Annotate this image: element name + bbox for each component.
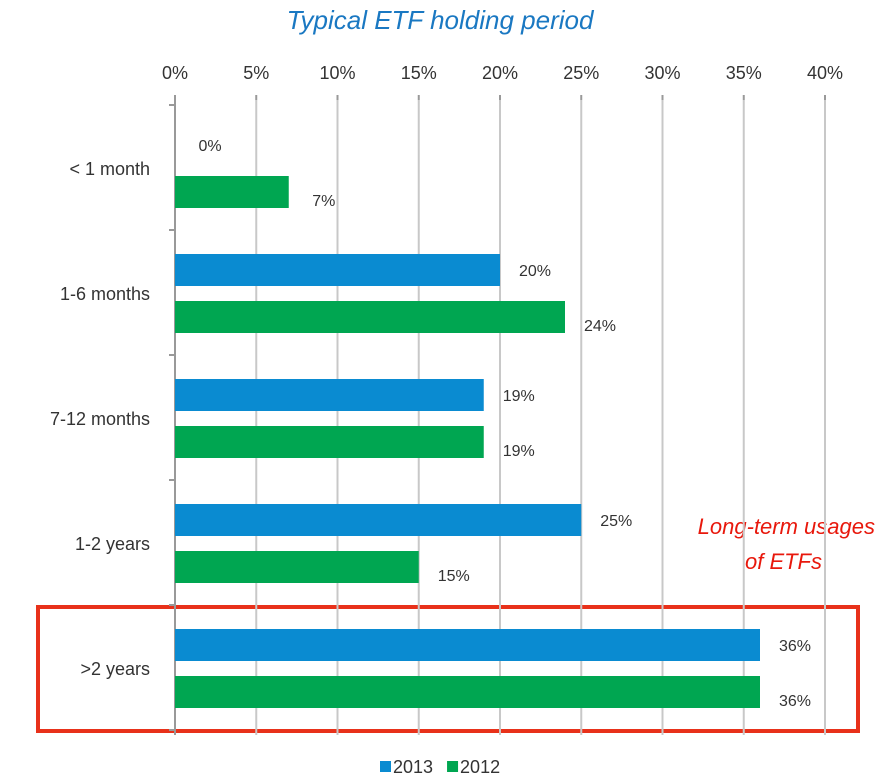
data-label: 19%	[503, 388, 535, 405]
data-label: 0%	[198, 138, 221, 155]
data-label: 15%	[438, 568, 470, 585]
bar	[175, 676, 760, 708]
y-tick-label: 7-12 months	[50, 409, 150, 429]
bar	[175, 426, 484, 458]
annotation: of ETFs	[745, 549, 822, 574]
legend-swatch	[380, 761, 391, 772]
x-tick-label: 15%	[401, 63, 437, 83]
x-tick-label: 35%	[726, 63, 762, 83]
x-tick-label: 10%	[319, 63, 355, 83]
x-tick-label: 40%	[807, 63, 843, 83]
data-label: 25%	[600, 513, 632, 530]
y-tick-label: >2 years	[80, 659, 150, 679]
x-tick-label: 30%	[644, 63, 680, 83]
x-tick-label: 20%	[482, 63, 518, 83]
bar	[175, 176, 289, 208]
legend-swatch	[447, 761, 459, 772]
y-tick-label: 1-2 years	[75, 534, 150, 554]
bar	[175, 629, 760, 661]
annotation: Long-term usages	[698, 514, 875, 539]
bar	[175, 379, 484, 411]
data-label: 7%	[312, 193, 335, 210]
y-tick-label: < 1 month	[69, 159, 150, 179]
data-label: 36%	[779, 638, 811, 655]
x-tick-label: 5%	[243, 63, 269, 83]
legend-label: 2012	[460, 757, 500, 777]
x-tick-label: 0%	[162, 63, 188, 83]
bar	[175, 301, 565, 333]
y-tick-label: 1-6 months	[60, 284, 150, 304]
data-label: 24%	[584, 318, 616, 335]
data-label: 20%	[519, 263, 551, 280]
bar	[175, 504, 582, 536]
legend-label: 2013	[393, 757, 433, 777]
x-tick-label: 25%	[563, 63, 599, 83]
highlight-box	[36, 605, 860, 733]
data-label: 36%	[779, 693, 811, 710]
chart-title: Typical ETF holding period	[287, 5, 595, 35]
bar	[175, 551, 419, 583]
bar	[175, 254, 500, 286]
data-label: 19%	[503, 443, 535, 460]
